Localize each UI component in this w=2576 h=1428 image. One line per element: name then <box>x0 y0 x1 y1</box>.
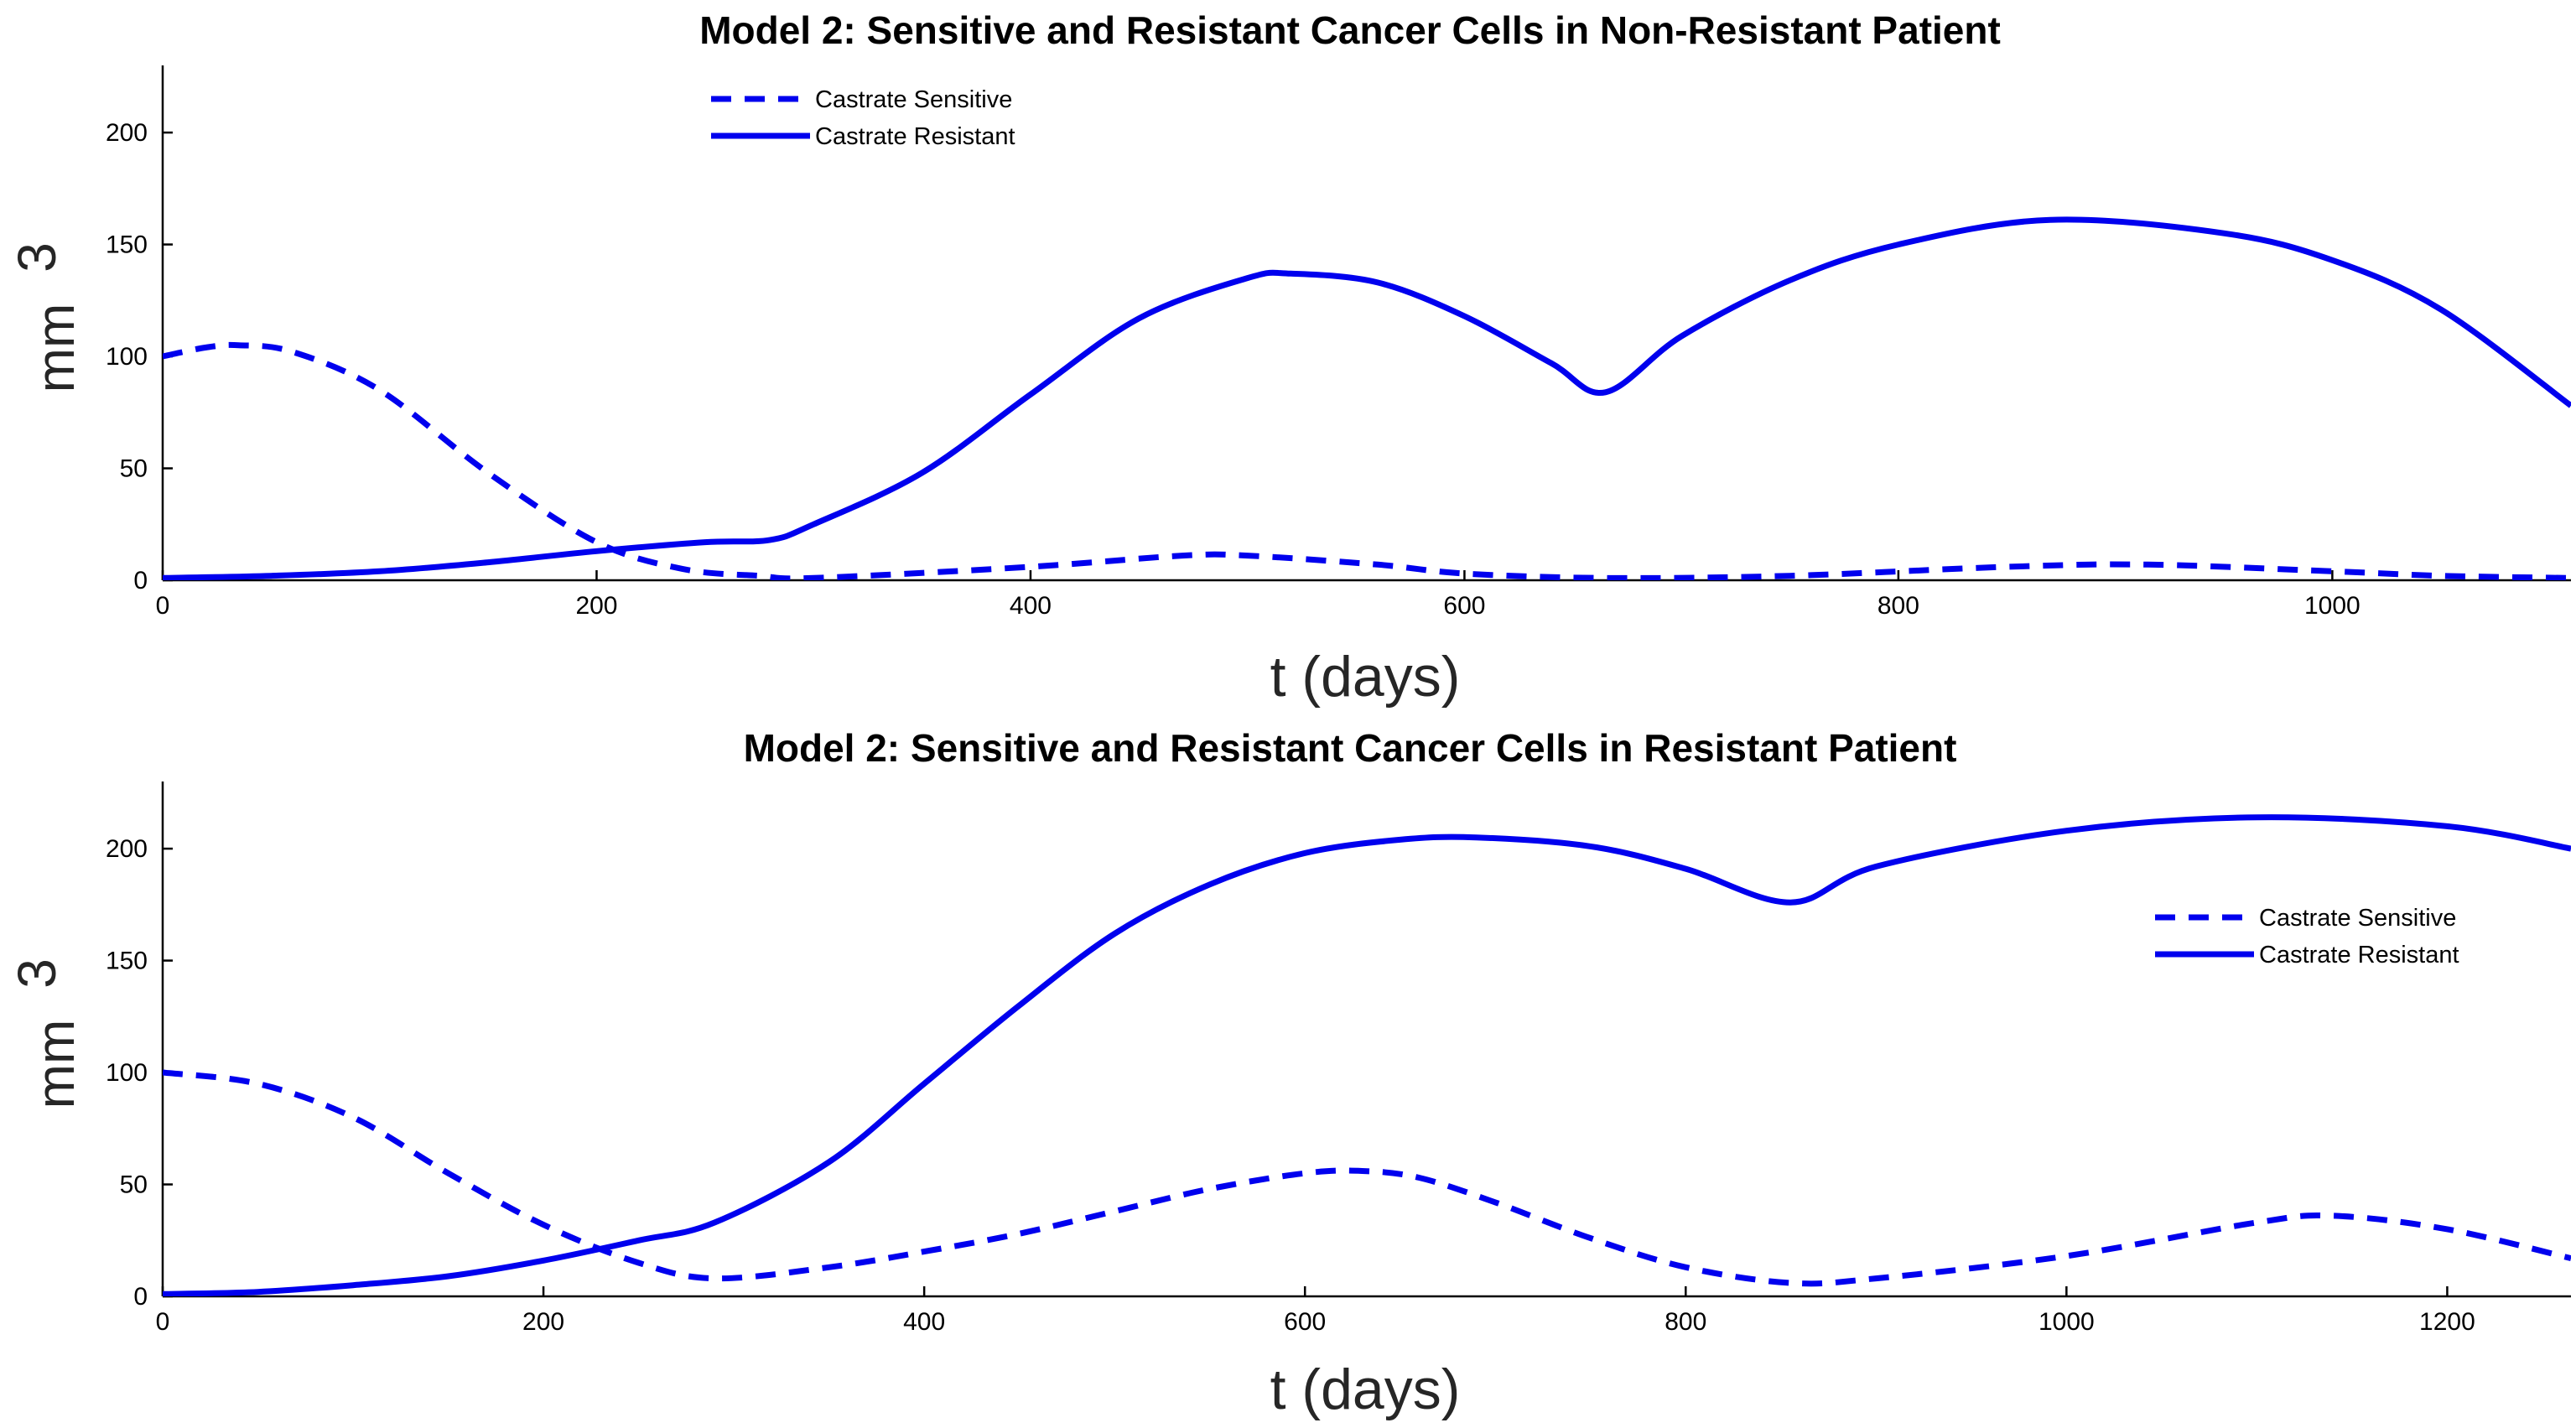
x-tick-label: 0 <box>156 592 170 620</box>
y-tick-label: 100 <box>106 1059 148 1087</box>
chart-non-resistant-patient: Model 2: Sensitive and Resistant Cancer … <box>7 8 2571 709</box>
x-tick-label: 800 <box>1665 1308 1706 1336</box>
legend-label: Castrate Sensitive <box>2259 905 2456 932</box>
x-tick-label: 1000 <box>2304 592 2360 620</box>
y-tick-label: 50 <box>120 1171 148 1199</box>
chart-title: Model 2: Sensitive and Resistant Cancer … <box>699 8 2001 52</box>
y-tick-label: 150 <box>106 948 148 975</box>
y-axis-label-exponent: 3 <box>7 242 67 273</box>
y-tick-label: 200 <box>106 835 148 863</box>
series-line-castrate-sensitive <box>163 341 2571 580</box>
y-tick-label: 50 <box>120 455 148 483</box>
x-axis-label: t (days) <box>1270 1358 1461 1421</box>
x-tick-label: 1200 <box>2419 1308 2475 1336</box>
y-axis-label: mm <box>25 304 86 393</box>
y-tick-label: 0 <box>133 1283 148 1311</box>
x-tick-label: 1000 <box>2038 1308 2095 1336</box>
y-axis-label-exponent: 3 <box>7 958 67 989</box>
y-tick-label: 0 <box>133 567 148 595</box>
legend-label: Castrate Sensitive <box>815 86 1012 113</box>
y-tick-label: 200 <box>106 119 148 147</box>
x-tick-label: 400 <box>1010 592 1052 620</box>
chart-title: Model 2: Sensitive and Resistant Cancer … <box>744 726 1957 770</box>
x-tick-label: 800 <box>1877 592 1919 620</box>
y-tick-label: 100 <box>106 343 148 371</box>
x-tick-label: 200 <box>575 592 617 620</box>
x-tick-label: 600 <box>1443 592 1485 620</box>
x-axis-label: t (days) <box>1270 645 1461 709</box>
y-tick-label: 150 <box>106 231 148 259</box>
y-axis-label: mm <box>25 1020 86 1109</box>
x-tick-label: 600 <box>1284 1308 1326 1336</box>
x-tick-label: 0 <box>156 1308 170 1336</box>
series-line-castrate-sensitive <box>163 1069 2571 1287</box>
legend-label: Castrate Resistant <box>815 123 1015 150</box>
chart-resistant-patient: Model 2: Sensitive and Resistant Cancer … <box>7 726 2571 1421</box>
x-tick-label: 200 <box>522 1308 564 1336</box>
x-tick-label: 400 <box>903 1308 945 1336</box>
series-line-castrate-resistant <box>163 814 2571 1296</box>
legend-label: Castrate Resistant <box>2259 942 2459 968</box>
series-line-castrate-resistant <box>163 216 2571 580</box>
